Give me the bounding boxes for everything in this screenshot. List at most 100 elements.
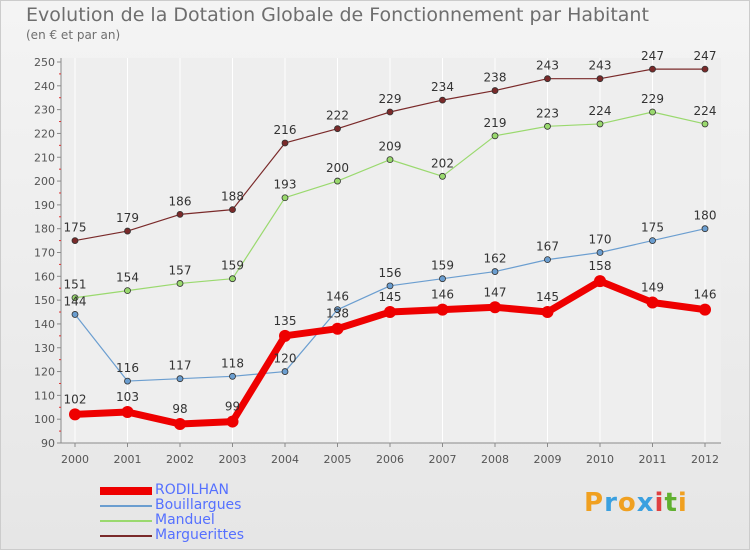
point-marguerittes <box>701 65 709 73</box>
y-tick-label: 220 <box>34 127 55 140</box>
data-label-marguerittes: 188 <box>221 190 244 204</box>
legend-swatch <box>100 535 152 537</box>
data-label-bouillargues: 116 <box>116 361 139 375</box>
x-tick-label: 2002 <box>166 453 194 466</box>
data-label-bouillargues: 159 <box>431 259 454 273</box>
logo-letter: i <box>654 488 665 518</box>
point-manduel <box>71 294 79 302</box>
data-label-bouillargues: 144 <box>64 294 87 308</box>
data-label-bouillargues: 170 <box>589 233 612 247</box>
point-bouillargues <box>544 256 551 264</box>
y-tick-label: 110 <box>34 389 55 402</box>
data-label-marguerittes: 243 <box>536 59 559 73</box>
legend-label: Marguerittes <box>155 527 245 543</box>
data-label-manduel: 202 <box>431 156 454 170</box>
legend-swatch <box>100 520 152 522</box>
y-tick-label: 200 <box>34 175 55 188</box>
grid <box>61 58 721 443</box>
plot-area <box>61 58 721 443</box>
legend-swatch <box>100 505 152 507</box>
data-label-rodilhan: 149 <box>641 281 664 295</box>
data-label-rodilhan: 138 <box>326 307 349 321</box>
point-bouillargues <box>491 268 499 275</box>
y-tick-label: 210 <box>34 151 55 164</box>
point-bouillargues <box>439 275 446 283</box>
data-label-rodilhan: 99 <box>225 400 240 414</box>
point-manduel <box>491 132 499 140</box>
point-marguerittes <box>281 139 289 147</box>
data-label-rodilhan: 147 <box>484 285 507 299</box>
point-bouillargues <box>124 377 131 385</box>
x-tick-label: 2010 <box>586 453 614 466</box>
data-label-rodilhan: 146 <box>431 288 454 302</box>
y-tick-label: 90 <box>41 437 55 450</box>
point-bouillargues <box>281 368 289 375</box>
point-marguerittes <box>439 96 446 104</box>
point-bouillargues <box>649 237 656 244</box>
point-bouillargues <box>596 249 604 256</box>
point-rodilhan <box>279 329 291 342</box>
legend-label: Manduel <box>155 512 215 528</box>
data-label-bouillargues: 175 <box>641 221 664 235</box>
y-tick-label: 140 <box>34 318 55 331</box>
x-tick-label: 2011 <box>639 453 667 466</box>
data-label-manduel: 229 <box>641 92 664 106</box>
data-label-bouillargues: 120 <box>274 352 297 366</box>
legend-label: Bouillargues <box>155 497 242 513</box>
data-label-marguerittes: 179 <box>116 211 139 225</box>
data-label-rodilhan: 103 <box>116 390 139 404</box>
data-label-rodilhan: 146 <box>694 288 717 302</box>
x-tick-label: 2004 <box>271 453 299 466</box>
data-label-manduel: 151 <box>64 278 87 292</box>
logo-letter: x <box>636 488 655 518</box>
y-tick-label: 180 <box>34 223 55 236</box>
data-label-bouillargues: 117 <box>169 359 192 373</box>
point-rodilhan <box>646 296 659 309</box>
point-bouillargues <box>71 311 79 318</box>
point-rodilhan <box>69 408 81 421</box>
point-rodilhan <box>436 303 449 316</box>
x-tick-label: 2009 <box>534 453 562 466</box>
data-label-manduel: 200 <box>326 161 349 175</box>
point-bouillargues <box>229 372 236 380</box>
y-tick-label: 240 <box>34 80 55 93</box>
point-marguerittes <box>124 227 131 235</box>
axes: 9010011012013014015016017018019020021022… <box>34 56 721 466</box>
y-tick-label: 130 <box>34 342 55 355</box>
data-label-bouillargues: 162 <box>484 252 507 266</box>
y-tick-label: 120 <box>34 366 55 379</box>
data-label-rodilhan: 135 <box>274 314 297 328</box>
data-label-marguerittes: 238 <box>484 71 507 85</box>
point-bouillargues <box>334 306 341 314</box>
point-marguerittes <box>649 65 656 73</box>
data-label-manduel: 219 <box>484 116 507 130</box>
logo-letter: i <box>677 488 688 518</box>
y-tick-label: 160 <box>34 270 55 283</box>
logo-letter: t <box>664 488 678 518</box>
logo-letter: o <box>617 488 637 518</box>
x-tick-label: 2008 <box>481 453 509 466</box>
point-marguerittes <box>544 75 551 83</box>
data-label-marguerittes: 222 <box>326 109 349 123</box>
y-tick-label: 230 <box>34 104 55 117</box>
data-label-manduel: 157 <box>169 263 192 277</box>
series <box>69 65 711 430</box>
point-marguerittes <box>491 87 499 94</box>
x-tick-label: 2003 <box>219 453 247 466</box>
point-rodilhan <box>174 417 186 430</box>
data-label-bouillargues: 180 <box>694 209 717 223</box>
point-rodilhan <box>331 322 344 335</box>
data-label-rodilhan: 98 <box>172 402 187 416</box>
point-marguerittes <box>71 237 79 244</box>
point-manduel <box>386 156 394 164</box>
point-rodilhan <box>226 415 239 428</box>
data-label-manduel: 224 <box>589 104 612 118</box>
point-manduel <box>649 108 656 116</box>
data-label-marguerittes: 247 <box>694 49 717 63</box>
point-manduel <box>439 172 446 180</box>
point-marguerittes <box>386 108 394 116</box>
point-rodilhan <box>594 275 606 288</box>
x-tick-label: 2001 <box>114 453 142 466</box>
y-tick-label: 190 <box>34 199 55 212</box>
